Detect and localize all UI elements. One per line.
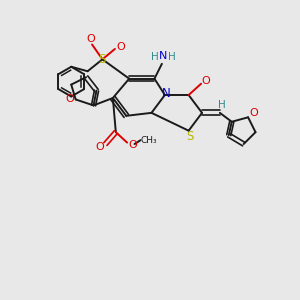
Text: H: H	[152, 52, 159, 62]
Text: O: O	[96, 142, 104, 152]
Text: O: O	[128, 140, 137, 150]
Text: O: O	[65, 94, 74, 104]
Text: O: O	[116, 42, 125, 52]
Text: S: S	[98, 53, 106, 66]
Text: N: N	[162, 87, 171, 100]
Text: H: H	[218, 100, 226, 110]
Text: O: O	[249, 108, 258, 118]
Text: S: S	[186, 130, 194, 142]
Text: O: O	[202, 76, 210, 86]
Text: H: H	[167, 52, 175, 62]
Text: O: O	[86, 34, 95, 44]
Text: N: N	[159, 51, 168, 62]
Text: CH₃: CH₃	[140, 136, 157, 145]
